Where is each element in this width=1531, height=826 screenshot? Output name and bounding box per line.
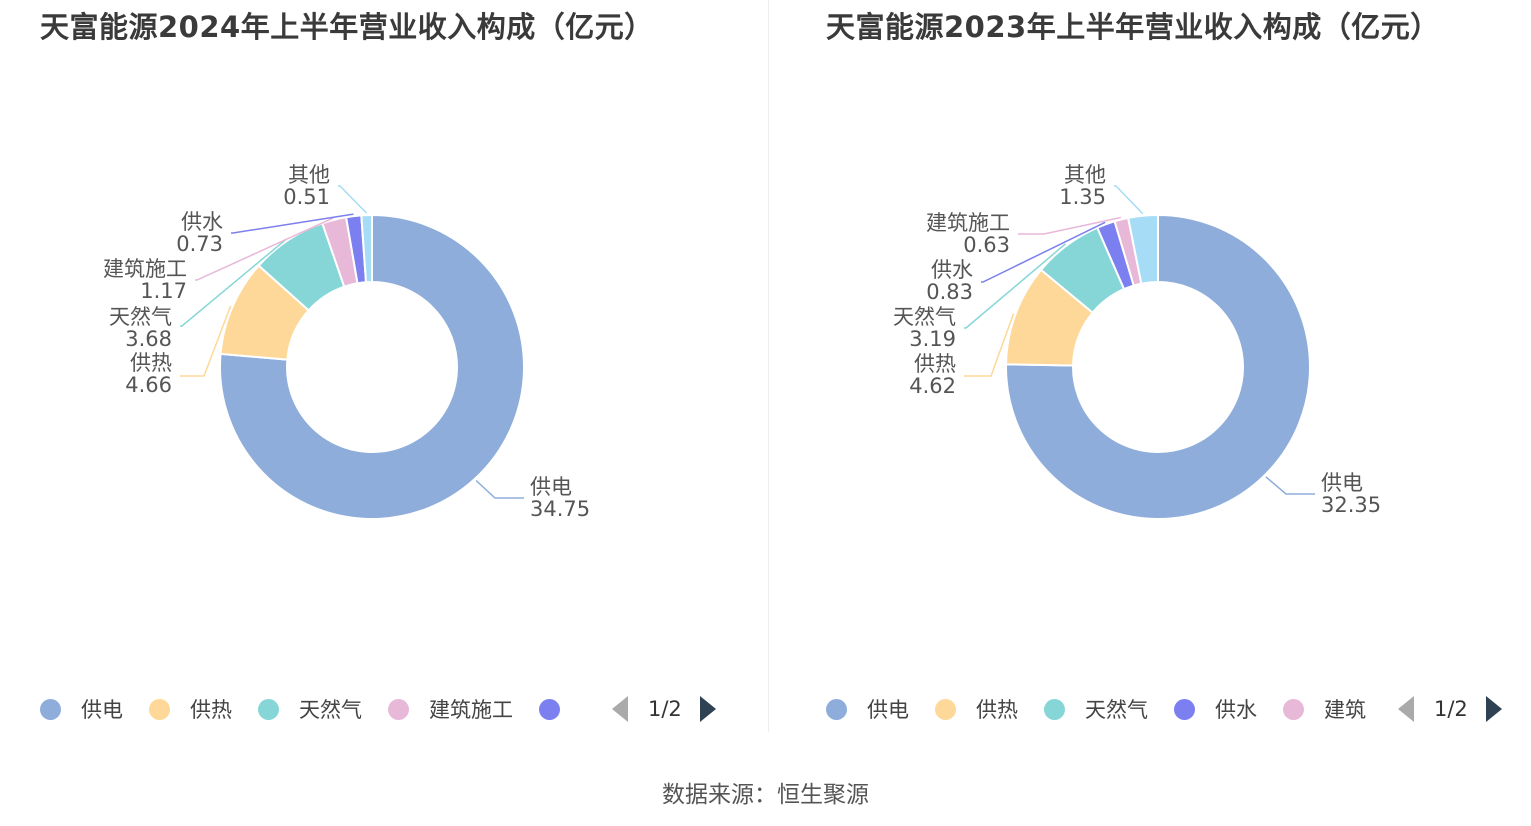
legend-label: 供热 bbox=[976, 698, 1018, 722]
legend-item[interactable]: 供热 bbox=[935, 694, 1018, 724]
slice-label-name: 天然气 bbox=[109, 305, 172, 329]
legend-dot-icon bbox=[1283, 698, 1304, 720]
leader-line-供水 bbox=[981, 221, 1106, 283]
leader-line-其他 bbox=[1114, 185, 1144, 215]
slice-label-name: 建筑施工 bbox=[926, 211, 1010, 235]
slice-供电[interactable] bbox=[1005, 213, 1311, 520]
leader-line-供电 bbox=[1265, 476, 1315, 495]
legend-dot-icon bbox=[826, 698, 847, 720]
page-indicator: 1/2 bbox=[648, 697, 682, 721]
legend-label: 供水 bbox=[1215, 698, 1257, 722]
slice-其他[interactable] bbox=[1127, 213, 1159, 285]
slice-label-value: 34.75 bbox=[530, 497, 590, 521]
chart-title-2024: 天富能源2024年上半年营业收入构成（亿元） bbox=[40, 10, 654, 44]
slice-label-value: 3.19 bbox=[909, 327, 956, 351]
legend-item[interactable]: 天然气 bbox=[258, 694, 362, 724]
legend-item[interactable]: 供热 bbox=[149, 694, 232, 724]
legend-dot-icon bbox=[40, 698, 61, 720]
slice-label-name: 建筑施工 bbox=[103, 257, 187, 281]
legend-label: 建筑施工 bbox=[429, 698, 513, 722]
legend-item[interactable]: 供电 bbox=[826, 694, 909, 724]
slice-label-name: 供热 bbox=[914, 352, 956, 376]
next-page-icon[interactable] bbox=[1485, 696, 1502, 722]
legend-item[interactable]: 建筑 bbox=[1283, 694, 1366, 724]
legend-dot-icon bbox=[388, 698, 409, 720]
legend-dot-icon bbox=[539, 698, 560, 720]
slice-label-name: 供水 bbox=[931, 258, 973, 282]
slice-label-name: 其他 bbox=[1064, 163, 1106, 187]
slice-label-name: 天然气 bbox=[893, 305, 956, 329]
leader-line-供水 bbox=[231, 213, 354, 234]
slice-label-name: 供电 bbox=[530, 475, 572, 499]
legend-dot-icon bbox=[149, 698, 170, 720]
legend-dot-icon bbox=[935, 698, 956, 720]
slice-label-name: 其他 bbox=[288, 163, 330, 187]
chart-title-2023: 天富能源2023年上半年营业收入构成（亿元） bbox=[826, 10, 1440, 44]
legend-item[interactable] bbox=[539, 698, 580, 720]
legend-item[interactable]: 建筑施工 bbox=[388, 694, 513, 724]
legend-dot-icon bbox=[1174, 698, 1195, 720]
legend-label: 供电 bbox=[81, 698, 123, 722]
legend-label: 供电 bbox=[867, 698, 909, 722]
slice-label-value: 3.68 bbox=[125, 327, 172, 351]
slice-label-value: 1.35 bbox=[1059, 185, 1106, 209]
legend-2024: 供电 供热 天然气 建筑施工 1/2 bbox=[40, 690, 720, 728]
slice-label-name: 供电 bbox=[1321, 471, 1363, 495]
slice-label-name: 供热 bbox=[130, 351, 172, 375]
legend-pager: 1/2 bbox=[1398, 696, 1502, 722]
leader-line-其他 bbox=[338, 185, 368, 214]
legend-item[interactable]: 天然气 bbox=[1044, 694, 1148, 724]
leader-line-供热 bbox=[180, 305, 232, 377]
legend-label: 供热 bbox=[190, 698, 232, 722]
slice-label-value: 4.62 bbox=[909, 374, 956, 398]
slice-供电[interactable] bbox=[219, 213, 525, 520]
slice-label-value: 0.83 bbox=[926, 280, 973, 304]
leader-line-建筑施工 bbox=[195, 217, 334, 281]
leader-line-天然气 bbox=[180, 238, 288, 327]
prev-page-icon[interactable] bbox=[1398, 696, 1414, 722]
slice-label-value: 4.66 bbox=[125, 373, 172, 397]
legend-label: 天然气 bbox=[299, 698, 362, 722]
prev-page-icon[interactable] bbox=[612, 696, 628, 722]
legend-dot-icon bbox=[1044, 698, 1065, 720]
legend-pager: 1/2 bbox=[612, 696, 716, 722]
next-page-icon[interactable] bbox=[699, 696, 716, 722]
legend-item[interactable]: 供水 bbox=[1174, 694, 1257, 724]
page-indicator: 1/2 bbox=[1434, 697, 1468, 721]
slice-label-value: 1.17 bbox=[140, 279, 187, 303]
slice-label-value: 0.63 bbox=[963, 233, 1010, 257]
slice-label-value: 32.35 bbox=[1321, 493, 1381, 517]
legend-dot-icon bbox=[258, 698, 279, 720]
slice-label-name: 供水 bbox=[181, 210, 223, 234]
panel-divider bbox=[768, 0, 769, 732]
legend-2023: 供电 供热 天然气 供水 建筑 1/2 bbox=[826, 690, 1506, 728]
leader-line-供电 bbox=[475, 479, 524, 499]
legend-label: 天然气 bbox=[1085, 698, 1148, 722]
slice-其他[interactable] bbox=[360, 213, 373, 284]
leader-line-天然气 bbox=[964, 243, 1067, 329]
slice-label-value: 0.51 bbox=[283, 185, 330, 209]
leader-line-建筑施工 bbox=[1018, 216, 1122, 235]
data-source: 数据来源：恒生聚源 bbox=[662, 782, 869, 808]
legend-item[interactable]: 供电 bbox=[40, 694, 123, 724]
legend-label: 建筑 bbox=[1324, 698, 1366, 722]
slice-label-value: 0.73 bbox=[176, 232, 223, 256]
leader-line-供热 bbox=[964, 313, 1015, 377]
